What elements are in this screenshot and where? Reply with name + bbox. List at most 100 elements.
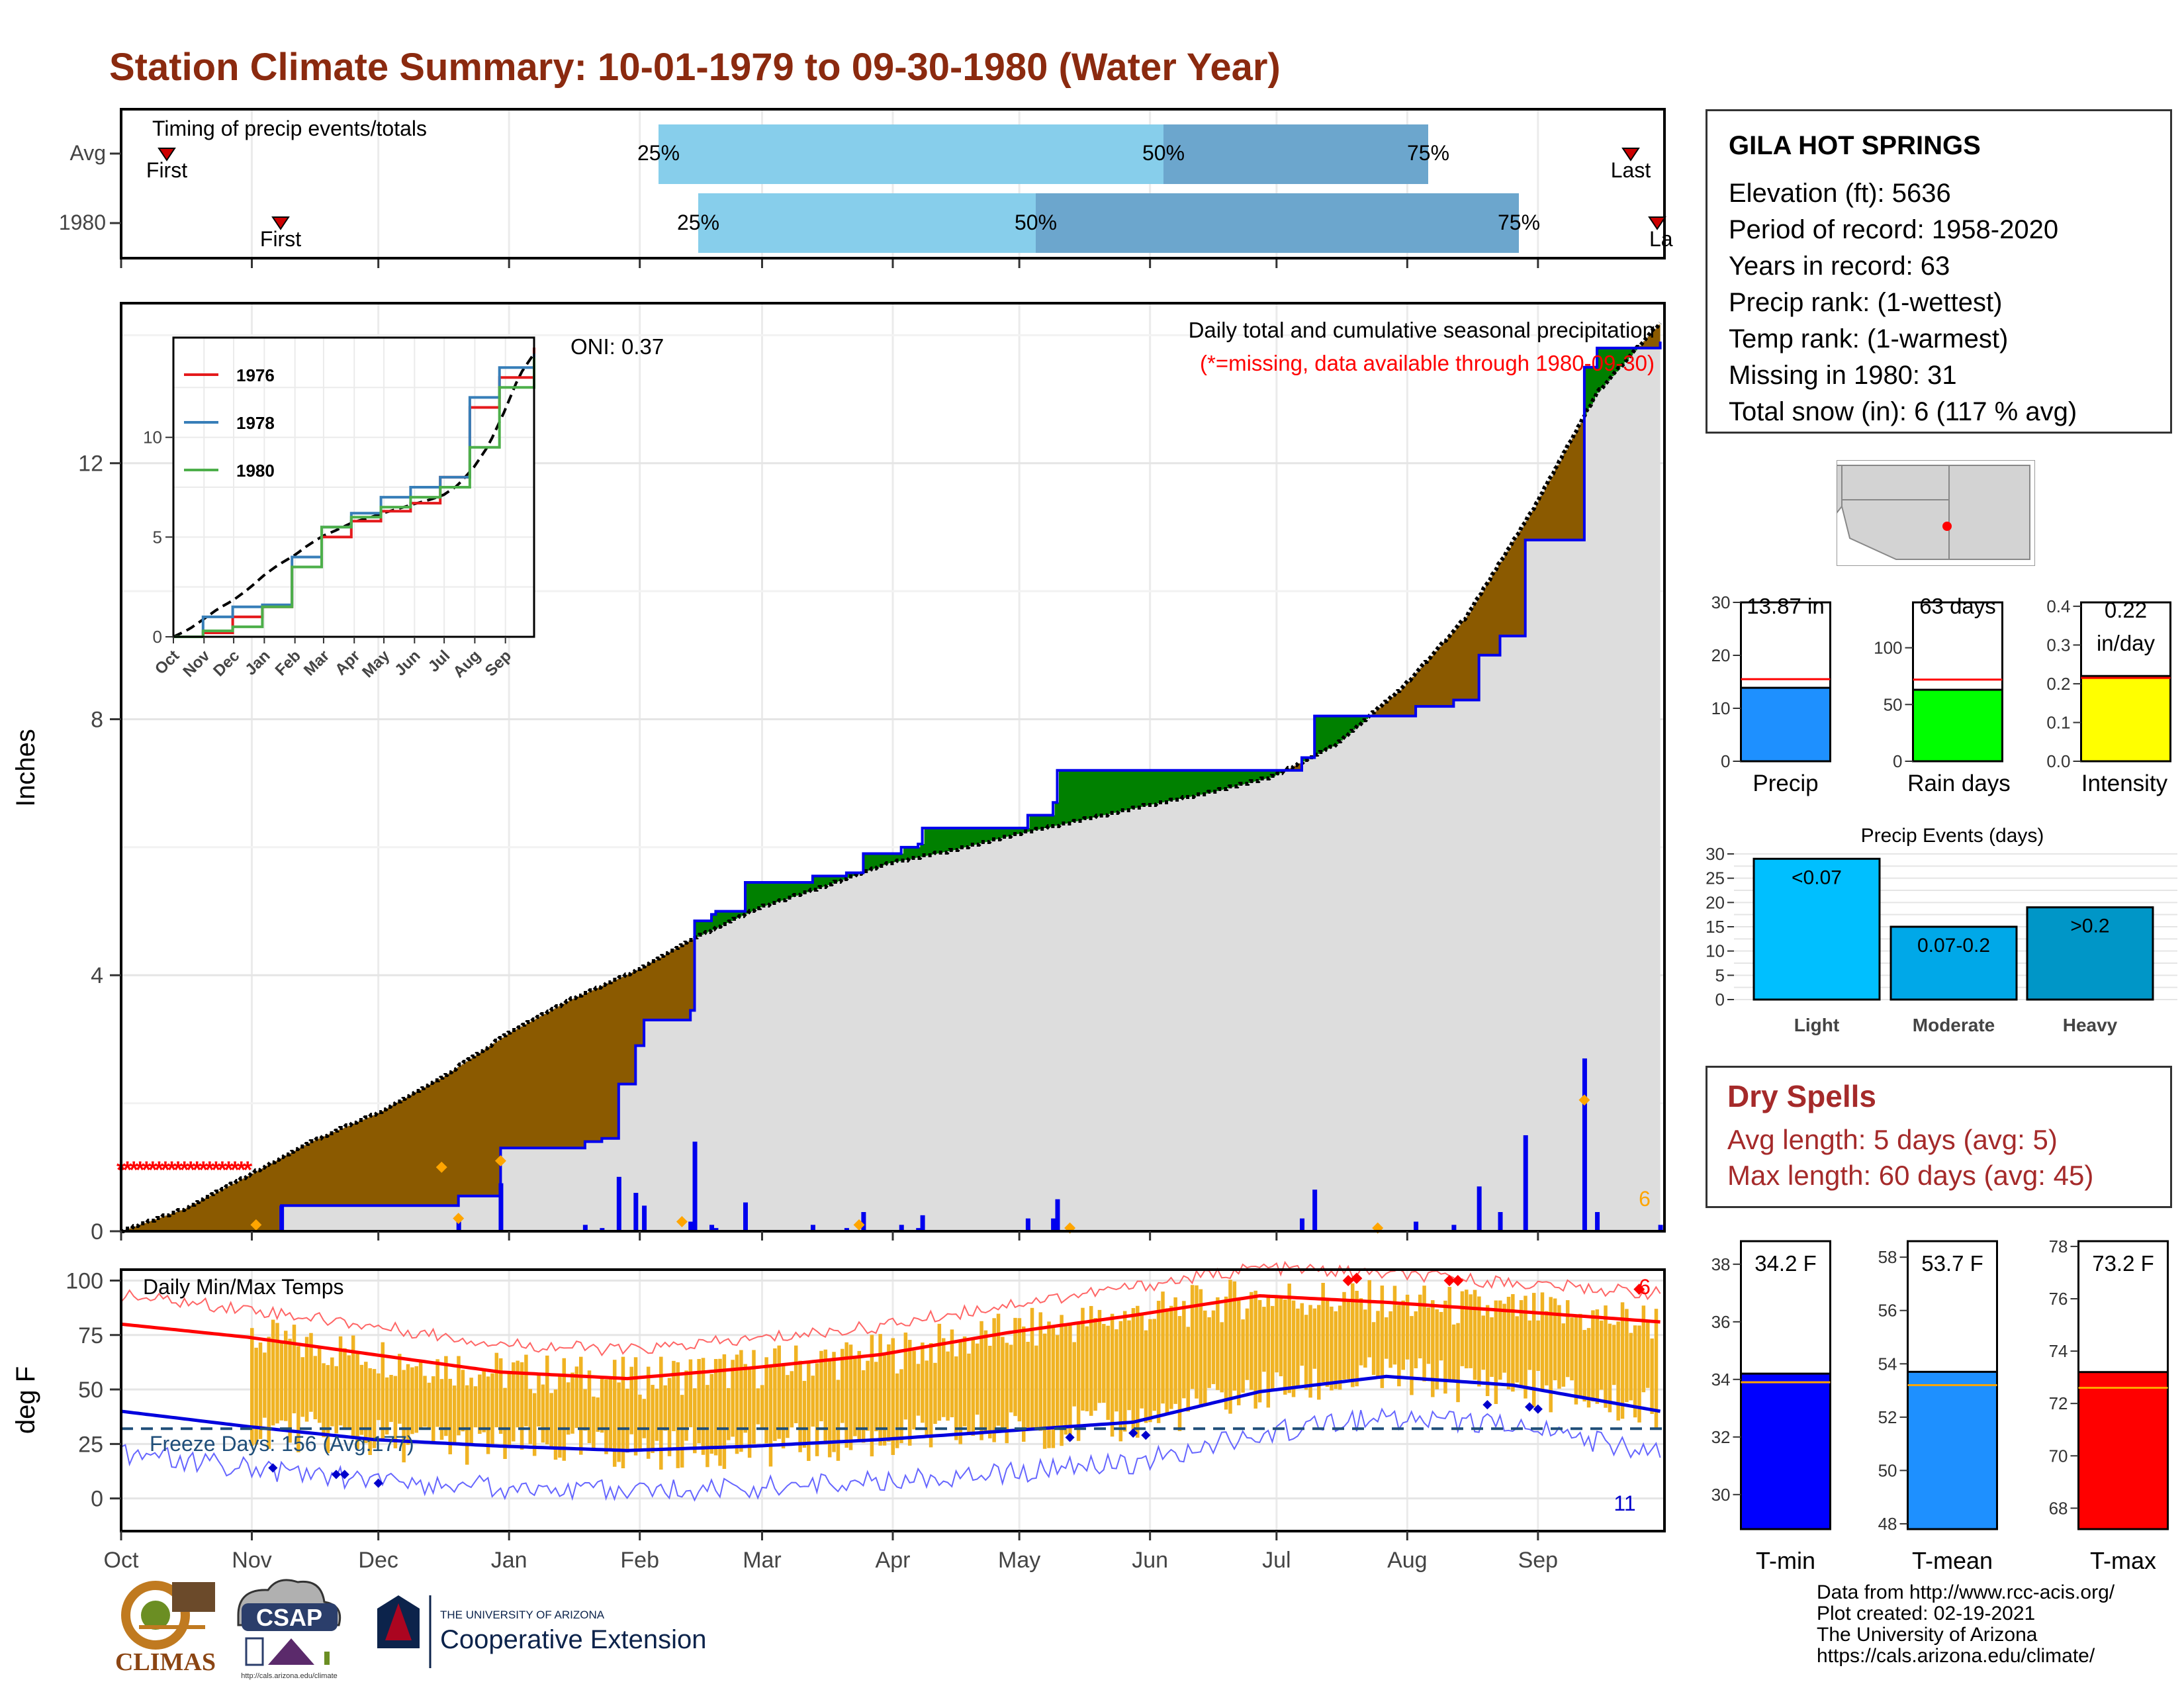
- temp-bar: [1144, 1330, 1148, 1423]
- temp-bar: [1376, 1311, 1380, 1376]
- temp-bar: [743, 1364, 747, 1433]
- temp-bar: [1456, 1323, 1460, 1403]
- daily-precip-bar: [1498, 1211, 1503, 1231]
- temp-bar: [1481, 1315, 1486, 1370]
- temp-bar: [701, 1358, 705, 1455]
- temp-bar: [798, 1360, 802, 1452]
- daily-precip-bar: [1312, 1190, 1318, 1231]
- raindays-bar-label: Rain days: [1907, 771, 2011, 796]
- temp-bar: [1216, 1297, 1220, 1390]
- temp-bar: [866, 1360, 870, 1431]
- temp-bar: [958, 1342, 962, 1444]
- temp-bar: [684, 1370, 688, 1441]
- temp-bar: [841, 1348, 844, 1423]
- timing-year-last: La: [1649, 227, 1673, 251]
- temp-bar: [279, 1343, 284, 1421]
- temp-bar: [283, 1331, 288, 1421]
- month-label: Dec: [358, 1548, 398, 1573]
- snow-count: 6: [1639, 1187, 1651, 1211]
- intensity-value-1: 0.22: [2105, 598, 2147, 622]
- temp-bar: [1228, 1280, 1232, 1414]
- temp-bar: [1005, 1342, 1009, 1444]
- daily-precip-bar: [692, 1141, 698, 1231]
- temp-bar: [1447, 1287, 1452, 1381]
- daily-precip-bar: [713, 1228, 719, 1231]
- temp-bar: [1312, 1308, 1317, 1369]
- cold-count: 11: [1614, 1491, 1635, 1515]
- temp-bar: [1279, 1297, 1283, 1377]
- month-label: Jun: [1132, 1548, 1168, 1573]
- temp-bar: [1148, 1319, 1152, 1423]
- temp-mini-tick-label: 56: [1878, 1301, 1897, 1321]
- dry-spells-title: Dry Spells: [1727, 1079, 1876, 1113]
- timing-avg-q25-50: [659, 124, 1163, 184]
- location-map: [1837, 460, 2035, 566]
- temp-bar: [1485, 1305, 1490, 1397]
- temp-bar: [1081, 1307, 1085, 1411]
- temp-bar: [604, 1379, 608, 1454]
- logos: CLIMAS CSAP http://cals.arizona.edu/clim…: [115, 1579, 706, 1680]
- temp-panel: 0 25 50 75 100 deg F Daily Min/Max Temps Fre…: [11, 1260, 1666, 1573]
- inset-y-tick-label: 5: [153, 527, 162, 547]
- temp-mini-tick-label: 72: [2049, 1393, 2068, 1413]
- temp-bar: [452, 1385, 457, 1444]
- snow-marker: [676, 1216, 688, 1227]
- temp-bar: [393, 1376, 398, 1448]
- temp-bar: [988, 1346, 992, 1438]
- temp-mini-tick-label: 34: [1711, 1370, 1731, 1389]
- temp-bar: [553, 1389, 558, 1460]
- station-location-marker: [1942, 522, 1952, 531]
- record-high-marker: [1351, 1272, 1363, 1284]
- temp-bar: [937, 1323, 942, 1421]
- temp-bar: [1156, 1301, 1161, 1423]
- temp-bar: [1633, 1325, 1637, 1418]
- temp-bar: [1203, 1310, 1207, 1405]
- temp-bar: [1182, 1301, 1186, 1399]
- temp-mini-tick-label: 58: [1878, 1247, 1897, 1267]
- temp-bar: [676, 1362, 680, 1468]
- temp-bar: [562, 1358, 567, 1461]
- events-title: Precip Events (days): [1861, 825, 2044, 847]
- temp-bar: [545, 1355, 549, 1444]
- temp-bar: [516, 1360, 520, 1428]
- temp-bar: [1641, 1305, 1646, 1393]
- temp-bar: [878, 1334, 882, 1446]
- temp-bar: [1384, 1317, 1388, 1359]
- daily-precip-bar: [1582, 1058, 1587, 1231]
- timing-row-avg: Avg: [69, 141, 106, 165]
- temp-bar: [351, 1335, 355, 1439]
- temp-bar: [263, 1352, 267, 1418]
- mini-tick-label: 0: [1893, 751, 1902, 771]
- month-label: Apr: [876, 1548, 911, 1573]
- temp-bar: [1637, 1325, 1641, 1423]
- hot-count: 6: [1639, 1275, 1651, 1299]
- temp-bar: [402, 1370, 406, 1463]
- temp-mini-tick-label: 50: [1878, 1460, 1897, 1480]
- record-low-marker: [268, 1463, 278, 1473]
- temp-bar: [693, 1388, 697, 1454]
- temp-bar: [1241, 1319, 1245, 1393]
- temp-bar: [1177, 1316, 1182, 1431]
- temp-bar: [1650, 1338, 1654, 1415]
- temp-bar: [1426, 1307, 1431, 1364]
- temp-bar: [1152, 1319, 1157, 1411]
- temp-bar: [1051, 1327, 1056, 1448]
- daily-precip-bar: [633, 1192, 639, 1231]
- mini-bar-fill: [2080, 675, 2171, 763]
- temp-bar: [1371, 1322, 1376, 1376]
- temp-bar: [1136, 1305, 1140, 1438]
- station-years: Years in record: 63: [1729, 252, 1950, 281]
- temp-bar: [288, 1338, 292, 1443]
- temp-bar: [1473, 1289, 1477, 1380]
- mini-tick-label: 10: [1711, 698, 1731, 718]
- temp-bar: [1232, 1281, 1237, 1391]
- temp-bar: [975, 1343, 979, 1415]
- temp-mini-tick-label: 54: [1878, 1354, 1897, 1374]
- precip-ylabel: Inches: [11, 729, 40, 807]
- ua-small: THE UNIVERSITY OF ARIZONA: [440, 1609, 605, 1621]
- temp-bar: [1330, 1306, 1334, 1391]
- record-high-marker: [1452, 1274, 1464, 1286]
- mini-tick-label: 0: [1721, 751, 1730, 771]
- events-bar-text: 0.07-0.2: [1917, 935, 1990, 957]
- temp-bar: [642, 1399, 647, 1438]
